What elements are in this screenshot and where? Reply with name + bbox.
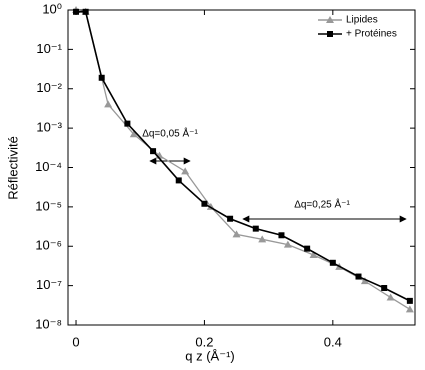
point xyxy=(283,240,292,248)
point xyxy=(252,225,259,232)
y-tick-label: 10⁻⁷ xyxy=(36,277,62,292)
point xyxy=(129,130,138,138)
annotation: Δq=0,05 Å⁻¹ xyxy=(142,127,198,140)
point xyxy=(104,100,113,108)
x-tick-label: 0.4 xyxy=(324,334,342,349)
point xyxy=(150,148,157,155)
point xyxy=(98,74,105,81)
point xyxy=(278,232,285,239)
y-tick-label: 10⁻³ xyxy=(36,120,62,135)
point xyxy=(381,285,388,292)
point xyxy=(329,259,336,266)
point xyxy=(304,245,311,252)
point xyxy=(405,305,414,313)
y-tick-label: 10⁻⁵ xyxy=(35,198,62,213)
point xyxy=(309,250,318,258)
y-tick-label: 10⁻⁴ xyxy=(35,159,62,174)
y-axis-label: Réflectivité xyxy=(5,136,20,200)
point xyxy=(227,215,234,222)
point xyxy=(181,167,190,175)
point xyxy=(175,177,182,184)
point xyxy=(355,273,362,280)
x-axis-label: q z (Å⁻¹) xyxy=(185,348,234,363)
y-tick-label: 10⁻⁸ xyxy=(35,316,62,331)
point xyxy=(124,120,131,127)
point xyxy=(386,293,395,301)
point xyxy=(258,235,267,243)
legend-label: Lipides xyxy=(346,15,378,26)
point xyxy=(406,297,413,304)
annotation: Δq=0,25 Å⁻¹ xyxy=(294,198,350,211)
y-tick-label: 10⁻⁶ xyxy=(35,238,62,253)
point xyxy=(232,230,241,238)
x-tick-label: 0 xyxy=(72,334,79,349)
legend-marker xyxy=(327,31,333,37)
legend-label: + Protéines xyxy=(346,29,397,40)
y-tick-label: 10⁰ xyxy=(42,1,62,16)
point xyxy=(73,8,80,15)
y-tick-label: 10⁻² xyxy=(36,80,62,95)
point xyxy=(82,8,89,15)
point xyxy=(360,277,369,285)
series-line xyxy=(75,9,411,310)
legend-marker xyxy=(326,16,334,23)
point xyxy=(201,200,208,207)
y-tick-label: 10⁻¹ xyxy=(36,41,62,56)
series-line xyxy=(76,11,411,302)
x-tick-label: 0.2 xyxy=(195,334,213,349)
